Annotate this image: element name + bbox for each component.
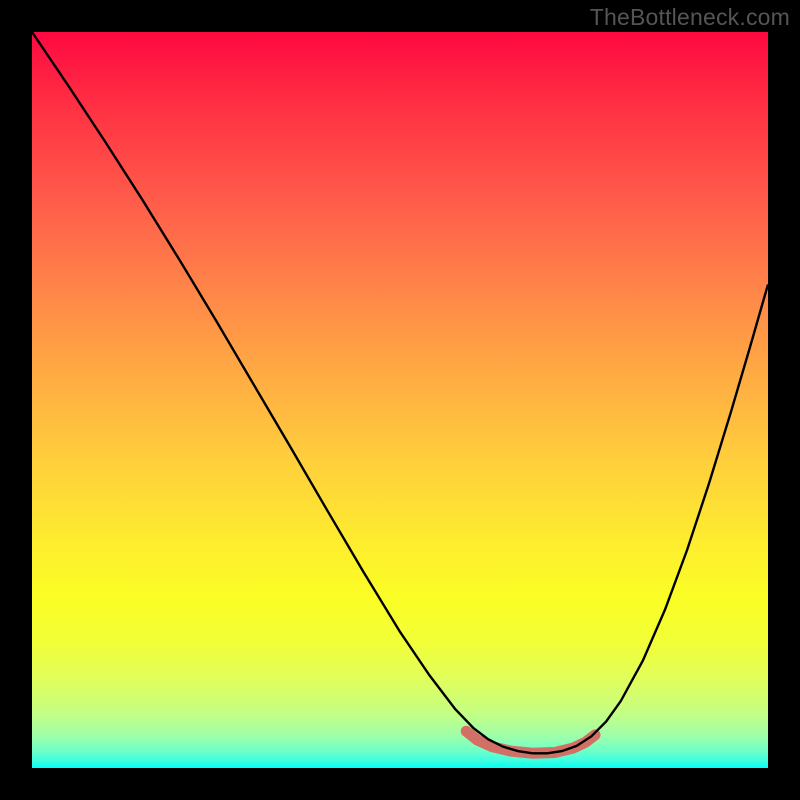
chart-frame: TheBottleneck.com [0,0,800,800]
plot-svg [32,32,768,768]
plot-area [32,32,768,768]
watermark-text: TheBottleneck.com [590,4,790,31]
plot-background [32,32,768,768]
